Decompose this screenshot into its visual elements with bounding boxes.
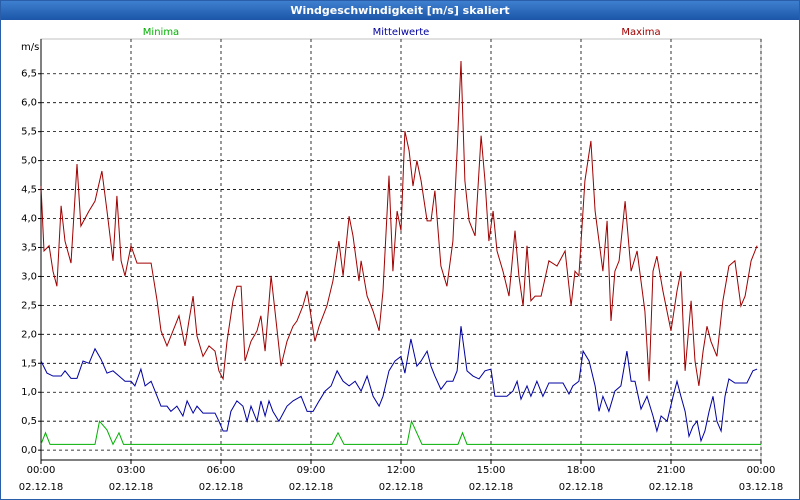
y-tick-label: 1,0 (21, 387, 37, 398)
data-line (40, 326, 758, 443)
x-tick-label: 18:00 02.12.18 (558, 465, 604, 493)
y-tick-label: 5,5 (21, 127, 37, 138)
legend-label: Maxima (621, 27, 660, 38)
x-tick-label: 00:00 02.12.18 (18, 465, 64, 493)
y-tick-label: 3,5 (21, 242, 37, 253)
data-line (40, 419, 761, 446)
y-tick-label: 6,5 (21, 69, 37, 80)
chart-title: Windgeschwindigkeit [m/s] skaliert (1, 1, 799, 20)
y-tick-label: 2,5 (21, 300, 37, 311)
legend-label: Mittelwerte (373, 27, 430, 38)
y-tick-label: 4,0 (21, 214, 37, 225)
x-tick-label: 12:00 02.12.18 (378, 465, 424, 493)
y-axis-label: m/s (21, 42, 39, 53)
x-tick-label: 03:00 02.12.18 (108, 465, 154, 493)
y-tick-label: 5,0 (21, 156, 37, 167)
y-tick-label: 2,0 (21, 329, 37, 340)
y-tick-label: 0,0 (21, 445, 37, 456)
x-tick-label: 15:00 02.12.18 (468, 465, 514, 493)
data-line (40, 60, 758, 386)
y-tick-label: 1,5 (21, 358, 37, 369)
y-tick-label: 0,5 (21, 416, 37, 427)
x-tick-label: 21:00 02.12.18 (648, 465, 694, 493)
legend-label: Minima (143, 27, 179, 38)
x-tick-label: 09:00 02.12.18 (288, 465, 334, 493)
x-tick-label: 00:00 03.12.18 (738, 465, 784, 493)
y-tick-label: 6,0 (21, 98, 37, 109)
y-tick-label: 3,0 (21, 271, 37, 282)
y-tick-label: 4,5 (21, 185, 37, 196)
x-tick-label: 06:00 02.12.18 (198, 465, 244, 493)
